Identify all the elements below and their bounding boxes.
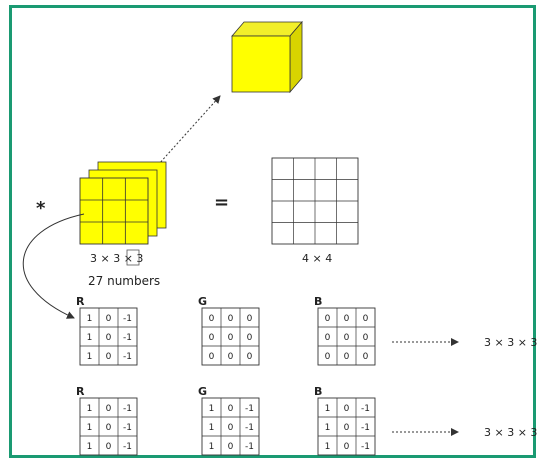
matrix-cell-value: 0	[247, 314, 253, 324]
matrix-cell-value: 0	[325, 333, 331, 343]
filter-row: R1 0 -11 0 -11 0 -1G0 0 00 0 00 0 0B0 0 00 0 00 0 03 × 3 ×…	[76, 295, 537, 366]
matrix-cell-value: 0	[344, 404, 350, 414]
matrix-cell-value: -1	[123, 333, 132, 343]
matrix-cell-value: 0	[209, 333, 215, 343]
matrix-cell-value: 0	[363, 352, 369, 362]
channel-label: B	[314, 385, 322, 398]
matrix-cell-value: 0	[106, 442, 112, 452]
filter-row: R1 0 -11 0 -11 0 -1G1 0 -11 0 -11 0 -1B1 0 -11 0 -11 0 -13…	[76, 385, 537, 456]
matrix-cell-value: 1	[87, 352, 93, 362]
matrix-cell-value: -1	[361, 404, 370, 414]
matrix-cell-value: 0	[106, 423, 112, 433]
matrix-cell-value: 0	[344, 423, 350, 433]
channel-matrix-b: B1 0 -11 0 -11 0 -1	[314, 385, 376, 456]
matrix-cell-value: 1	[209, 423, 215, 433]
matrix-cell-value: 1	[209, 404, 215, 414]
channel-dim-highlight-box	[126, 249, 140, 266]
curved-arrow-to-r-matrix	[22, 213, 85, 319]
matrix-cell-value: -1	[245, 423, 254, 433]
matrix-cell-value: -1	[123, 314, 132, 324]
output-volume-cube	[231, 20, 303, 94]
output-size-label: 4 × 4	[302, 252, 332, 265]
channel-matrix-g: G1 0 -11 0 -11 0 -1	[198, 385, 260, 456]
matrix-cell-value: -1	[123, 423, 132, 433]
matrix-cell-value: 0	[363, 333, 369, 343]
matrix-cell-value: -1	[245, 404, 254, 414]
matrix-cell-value: 1	[87, 442, 93, 452]
matrix-cell-value: -1	[361, 442, 370, 452]
matrix-cell-value: 1	[325, 442, 331, 452]
arrow-to-output-cube	[157, 95, 221, 166]
matrix-cell-value: 0	[344, 442, 350, 452]
matrix-cell-value: 0	[228, 352, 234, 362]
matrix-cell-value: -1	[123, 352, 132, 362]
channel-matrix-r: R1 0 -11 0 -11 0 -1	[76, 385, 138, 456]
matrix-cell-value: 1	[325, 404, 331, 414]
channel-matrix-r: R1 0 -11 0 -11 0 -1	[76, 295, 138, 366]
matrix-cell-value: 0	[344, 314, 350, 324]
matrix-cell-value: 0	[228, 423, 234, 433]
output-4x4-grid	[271, 157, 359, 245]
matrix-cell-value: -1	[123, 404, 132, 414]
channel-matrix-g: G0 0 00 0 00 0 0	[198, 295, 260, 366]
channel-label: R	[76, 385, 85, 398]
matrix-cell-value: 1	[87, 314, 93, 324]
result-dims-label: 3 × 3 × 3	[484, 336, 537, 349]
matrix-cell-value: 0	[228, 404, 234, 414]
channel-label: G	[198, 295, 207, 308]
matrix-cell-value: 0	[344, 352, 350, 362]
matrix-cell-value: 0	[209, 352, 215, 362]
result-dims-label: 3 × 3 × 3	[484, 426, 537, 439]
diagram-frame	[9, 5, 536, 458]
filter-stack	[79, 161, 167, 245]
convolution-operator: *	[36, 198, 46, 219]
matrix-cell-value: 1	[325, 423, 331, 433]
matrix-cell-value: 1	[87, 404, 93, 414]
filter-count-label: 27 numbers	[88, 274, 160, 288]
channel-label: G	[198, 385, 207, 398]
matrix-cell-value: 0	[106, 352, 112, 362]
matrix-cell-value: 0	[228, 442, 234, 452]
matrix-cell-value: 0	[209, 314, 215, 324]
matrix-cell-value: -1	[361, 423, 370, 433]
matrix-cell-value: 0	[325, 314, 331, 324]
matrix-cell-value: 0	[106, 333, 112, 343]
matrix-cell-value: 0	[363, 314, 369, 324]
matrix-cell-value: 0	[228, 333, 234, 343]
matrix-cell-value: 1	[209, 442, 215, 452]
equals-operator: =	[214, 192, 229, 213]
matrix-cell-value: 0	[325, 352, 331, 362]
matrix-cell-value: -1	[123, 442, 132, 452]
channel-label: R	[76, 295, 85, 308]
channel-label: B	[314, 295, 322, 308]
matrix-cell-value: 1	[87, 423, 93, 433]
matrix-cell-value: -1	[245, 442, 254, 452]
matrix-cell-value: 1	[87, 333, 93, 343]
matrix-cell-value: 0	[106, 404, 112, 414]
filter-rows: R1 0 -11 0 -11 0 -1G0 0 00 0 00 0 0B0 0 00 0 00 0 03 × 3 ×…	[76, 295, 537, 456]
filter-layer-front	[79, 177, 149, 245]
matrix-cell-value: 0	[228, 314, 234, 324]
channel-matrix-b: B0 0 00 0 00 0 0	[314, 295, 376, 366]
filter-dimensions-label: 3 × 3 × 3	[90, 252, 143, 265]
matrix-cell-value: 0	[106, 314, 112, 324]
matrix-cell-value: 0	[247, 333, 253, 343]
matrix-cell-value: 0	[247, 352, 253, 362]
matrix-cell-value: 0	[344, 333, 350, 343]
